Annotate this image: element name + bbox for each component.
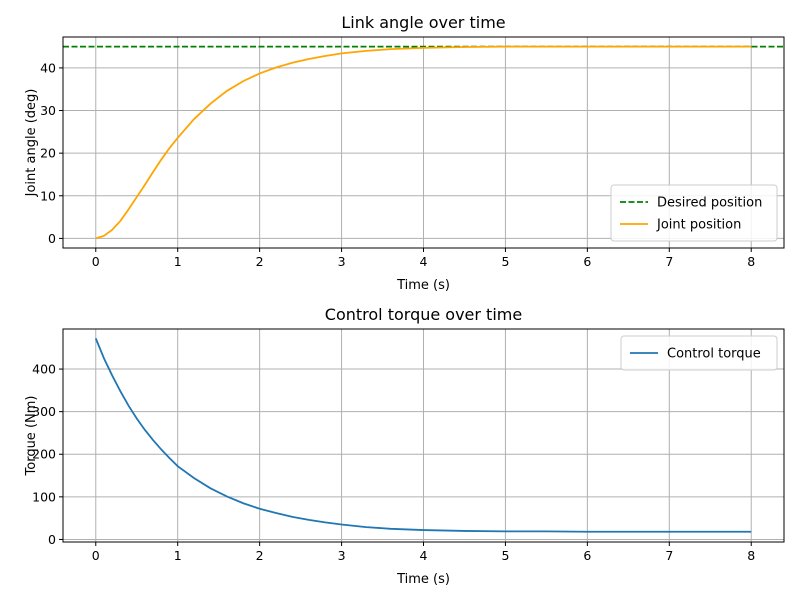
- x-tick-label: 8: [747, 548, 755, 563]
- series-line-2: [95, 45, 752, 240]
- y-tick-label: 30: [40, 103, 56, 118]
- chart-title: Link angle over time: [341, 13, 505, 32]
- legend: Control torque: [620, 335, 778, 371]
- y-tick-label: 20: [40, 146, 56, 161]
- legend-label: Control torque: [667, 347, 761, 362]
- x-tick-label: 6: [583, 548, 591, 563]
- x-tick-label: 8: [747, 254, 755, 269]
- y-tick-label: 40: [40, 60, 56, 75]
- legend-label: Desired position: [657, 196, 762, 211]
- x-tick-label: 3: [338, 548, 346, 563]
- x-tick-label: 1: [174, 548, 182, 563]
- y-tick-label: 0: [48, 231, 56, 246]
- legend: Desired position Joint position: [610, 184, 778, 242]
- x-tick-label: 0: [92, 254, 100, 269]
- x-tick-label: 2: [256, 254, 264, 269]
- x-tick-label: 7: [665, 254, 673, 269]
- y-tick-label: 10: [40, 188, 56, 203]
- x-tick-label: 1: [174, 254, 182, 269]
- y-tick-label: 200: [32, 447, 56, 462]
- x-tick-label: 2: [256, 548, 264, 563]
- series-line-1: [94, 338, 752, 533]
- chart-title: Control torque over time: [325, 305, 522, 324]
- x-tick-label: 5: [501, 254, 509, 269]
- x-tick-label: 4: [420, 254, 428, 269]
- y-tick-label: 400: [32, 362, 56, 377]
- x-axis-label: Time (s): [396, 278, 450, 293]
- x-tick-label: 4: [420, 548, 428, 563]
- legend-box: [610, 184, 778, 242]
- legend-box: [620, 335, 778, 371]
- chart-2: 0 1 2 3 4 5 6 7 8 0 100 200 300 400 Control torque ove…: [24, 305, 785, 587]
- chart-1: 0 1 2 3 4 5 6 7 8 0 10 20 30 40 Link angle over time Ti…: [24, 13, 785, 293]
- y-axis-label: Torque (Nm): [24, 396, 39, 477]
- x-tick-label: 5: [501, 548, 509, 563]
- x-tick-label: 7: [665, 548, 673, 563]
- y-axis-label: Joint angle (deg): [24, 89, 39, 198]
- y-tick-label: 300: [32, 404, 56, 419]
- x-tick-label: 3: [338, 254, 346, 269]
- x-tick-label: 6: [583, 254, 591, 269]
- x-axis-label: Time (s): [396, 572, 450, 587]
- x-tick-label: 0: [92, 548, 100, 563]
- legend-label: Joint position: [656, 218, 741, 233]
- y-tick-label: 100: [32, 489, 56, 504]
- y-tick-label: 0: [48, 532, 56, 547]
